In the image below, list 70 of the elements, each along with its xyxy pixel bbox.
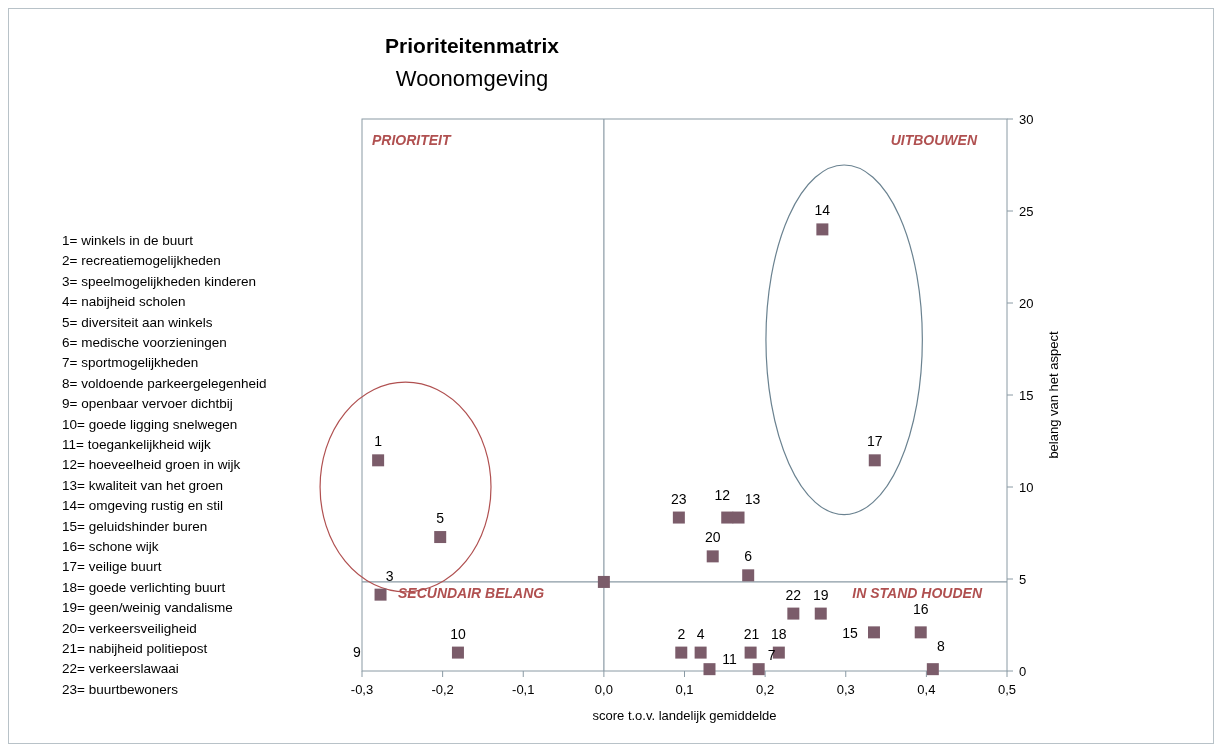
annotation: 17 bbox=[866, 433, 883, 450]
annotation: 6 bbox=[744, 548, 753, 565]
annotation: 12 bbox=[714, 486, 731, 503]
text: 4= nabijheid scholen bbox=[62, 294, 186, 310]
chart-title: Prioriteitenmatrix bbox=[385, 34, 560, 57]
text: 15= geluidshinder buren bbox=[62, 518, 208, 534]
text: 7= sportmogelijkheden bbox=[62, 355, 199, 371]
y-tick-label: 25 bbox=[1019, 204, 1034, 219]
y-axis-title: belang van het aspect bbox=[1046, 331, 1061, 459]
text: 18= goede verlichting buurt bbox=[62, 579, 226, 595]
y-tick-label: 5 bbox=[1019, 572, 1027, 587]
annotation: 14 bbox=[814, 202, 831, 219]
annotation: 23 bbox=[671, 490, 687, 507]
x-tick-label: 0,1 bbox=[675, 682, 694, 697]
x-axis-title: score t.o.v. landelijk gemiddelde bbox=[592, 708, 777, 723]
y-tick-label: 15 bbox=[1019, 388, 1034, 403]
text: 14= omgeving rustig en stil bbox=[62, 498, 223, 514]
text: 23= buurtbewoners bbox=[62, 681, 179, 697]
annotation: 21 bbox=[743, 625, 760, 642]
text: 6= medische voorzieningen bbox=[62, 335, 227, 350]
y-tick-label: 10 bbox=[1019, 480, 1034, 495]
text: 13= kwaliteit van het groen bbox=[62, 477, 223, 493]
x-tick-label: 0,5 bbox=[997, 682, 1017, 697]
annotation: 8 bbox=[936, 638, 945, 655]
annotation: 15 bbox=[842, 625, 858, 642]
text: 10= goede ligging snelwegen bbox=[62, 416, 238, 432]
annotation: IN STAND HOUDEN bbox=[852, 585, 983, 601]
x-tick-label: 0,3 bbox=[836, 682, 855, 697]
annotation: UITBOUWEN bbox=[890, 132, 978, 148]
annotation: PRIORITEIT bbox=[372, 132, 453, 148]
annotation: 2 bbox=[677, 625, 686, 642]
annotation: 13 bbox=[744, 490, 761, 507]
text: 22= verkeerslawaai bbox=[62, 661, 179, 677]
annotation: 16 bbox=[912, 601, 929, 618]
annotation: 18 bbox=[771, 625, 787, 642]
text: 5= diversiteit aan winkels bbox=[62, 314, 213, 330]
annotation: 7 bbox=[767, 647, 776, 664]
text: 12= hoeveelheid groen in wijk bbox=[62, 457, 241, 473]
text: 21= nabijheid politiepost bbox=[62, 641, 208, 656]
x-tick-label: 0,2 bbox=[756, 682, 775, 697]
annotation: 3 bbox=[385, 567, 394, 584]
x-tick-label: -0,3 bbox=[350, 682, 374, 697]
annotation: 11 bbox=[722, 651, 737, 668]
text: 9 bbox=[353, 644, 361, 660]
text: 17= veilige buurt bbox=[62, 559, 162, 575]
x-tick-label: -0,1 bbox=[512, 682, 535, 697]
annotation: SECUNDAIR BELANG bbox=[398, 585, 545, 601]
text: 16= schone wijk bbox=[62, 539, 159, 554]
text: 9= openbaar vervoer dichtbij bbox=[62, 396, 233, 412]
chart-subtitle: Woonomgeving bbox=[395, 66, 549, 91]
text: 11= toegankelijkheid wijk bbox=[62, 437, 211, 452]
y-tick-label: 0 bbox=[1019, 664, 1027, 679]
text: 20= verkeersveiligheid bbox=[62, 620, 197, 636]
annotation: 4 bbox=[696, 625, 705, 642]
annotation: 19 bbox=[812, 586, 829, 603]
annotation: 5 bbox=[436, 510, 445, 527]
annotation: 10 bbox=[450, 625, 466, 642]
x-tick-label: 0,0 bbox=[594, 682, 613, 697]
annotation: 20 bbox=[704, 529, 721, 546]
y-tick-label: 20 bbox=[1019, 296, 1034, 311]
x-tick-label: -0,2 bbox=[431, 682, 454, 697]
text: 1= winkels in de buurt bbox=[62, 233, 194, 248]
text: 2= recreatiemogelijkheden bbox=[62, 253, 221, 269]
annotation: 22 bbox=[785, 586, 802, 603]
x-tick-label: 0,4 bbox=[917, 682, 936, 697]
text: 19= geen/weinig vandalisme bbox=[62, 600, 233, 616]
y-tick-label: 30 bbox=[1019, 112, 1034, 127]
text: 3= speelmogelijkheden kinderen bbox=[62, 273, 257, 289]
annotation: 1 bbox=[374, 433, 383, 450]
text: 8= voldoende parkeergelegenheid bbox=[62, 375, 267, 391]
